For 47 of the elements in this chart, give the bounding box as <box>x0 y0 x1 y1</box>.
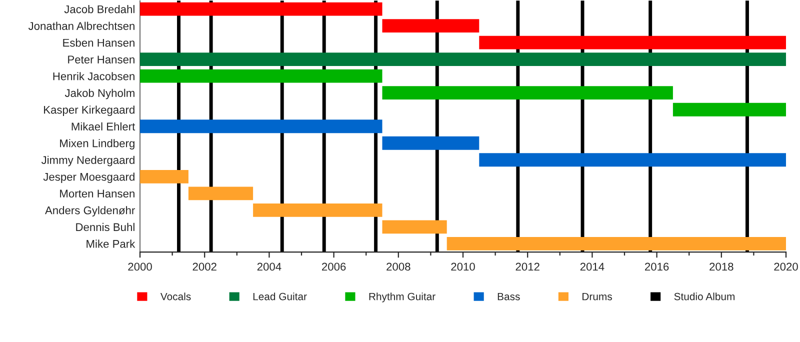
bar <box>253 203 382 217</box>
bar <box>672 102 786 116</box>
legend-label: Vocals <box>160 292 191 300</box>
bar <box>140 170 188 184</box>
bar <box>446 236 786 250</box>
bar <box>479 153 786 167</box>
bar <box>382 19 480 33</box>
x-tick-label: 2004 <box>257 262 282 271</box>
legend-label: Studio Album <box>674 292 734 300</box>
x-tick-label: 2012 <box>516 262 540 271</box>
bar <box>188 186 254 200</box>
y-tick-label: Esben Hansen <box>63 38 134 47</box>
bar <box>479 36 786 50</box>
y-tick-label: Morten Hansen <box>60 190 134 198</box>
y-tick-label: Jesper Moesgaard <box>43 172 134 183</box>
y-tick-label: Jacob Bredahl <box>64 5 134 14</box>
y-tick-label: Jakob Nyholm <box>64 88 134 100</box>
x-tick-label: 2000 <box>128 262 152 271</box>
y-tick-label: Henrik Jacobsen <box>53 72 134 80</box>
x-tick-label: 2002 <box>192 262 216 271</box>
legend-label: Lead Guitar <box>253 292 307 300</box>
bar <box>382 220 447 234</box>
y-tick-label: Mikael Ehlert <box>72 122 136 131</box>
x-tick-label: 2006 <box>322 262 346 271</box>
x-tick-label: 2018 <box>710 262 734 271</box>
y-tick-label: Dennis Buhl <box>76 222 134 232</box>
y-tick-label: Mixen Lindberg <box>60 139 134 150</box>
y-tick-label: Kasper Kirkegaard <box>44 106 134 116</box>
bar <box>382 136 480 150</box>
x-tick-label: 2010 <box>451 262 475 271</box>
x-tick-label: 2014 <box>580 262 604 271</box>
bar <box>382 86 673 100</box>
y-tick-label: Peter Hansen <box>68 56 134 64</box>
legend-label: Rhythm Guitar <box>369 292 436 302</box>
x-tick-label: 2020 <box>774 262 798 271</box>
bar <box>140 120 382 134</box>
y-tick-label: Jonathan Albrechtsen <box>28 22 134 30</box>
bar <box>140 52 786 66</box>
bar <box>140 69 382 83</box>
bar <box>140 2 382 16</box>
x-tick-label: 2016 <box>645 262 669 271</box>
x-tick-label: 2008 <box>386 262 410 271</box>
y-tick-label: Mike Park <box>86 240 136 248</box>
y-tick-label: Anders Gyldenøhr <box>45 206 135 216</box>
y-tick-label: Jimmy Nedergaard <box>41 156 134 166</box>
legend-label: Drums <box>582 292 612 300</box>
legend-label: Bass <box>498 292 520 300</box>
